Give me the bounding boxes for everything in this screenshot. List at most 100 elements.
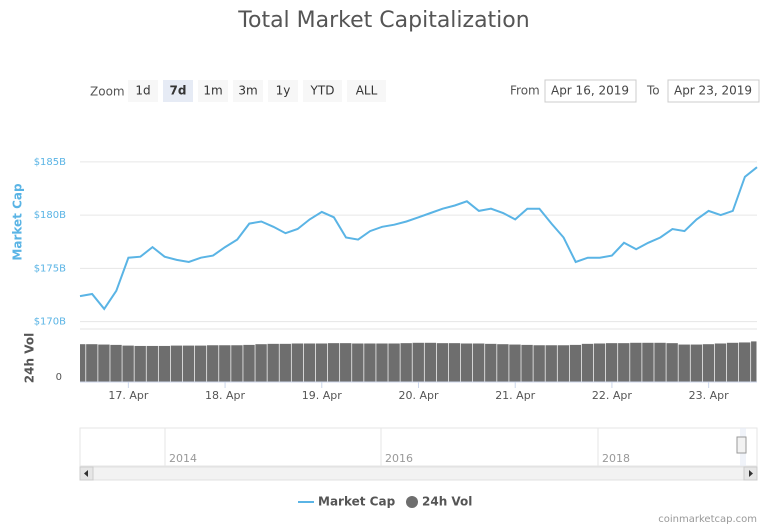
- volume-bar: [581, 343, 594, 382]
- navigator-label: 2018: [602, 452, 630, 465]
- zoom-button[interactable]: [347, 80, 386, 102]
- y-tick-label: $180B: [34, 210, 66, 221]
- volume-bar: [194, 345, 207, 382]
- navigator-label: 2016: [385, 452, 413, 465]
- zoom-button-label: 1y: [276, 84, 291, 98]
- y-tick-label: $170B: [34, 317, 66, 328]
- volume-bar: [485, 343, 497, 382]
- volume-bar: [702, 344, 715, 382]
- volume-bar: [424, 342, 437, 382]
- arrow-right: [749, 470, 753, 477]
- volume-bar: [533, 345, 545, 382]
- from-input[interactable]: [544, 79, 637, 103]
- from-label: From: [510, 84, 540, 98]
- x-tick-label: 18. Apr: [205, 389, 245, 402]
- zoom-button-label: YTD: [310, 84, 335, 98]
- arrow-left: [84, 470, 88, 477]
- legend-label[interactable]: 24h Vol: [422, 495, 472, 509]
- volume-bar: [714, 343, 727, 382]
- volume-bar: [146, 345, 158, 382]
- x-tick-label: 17. Apr: [108, 389, 148, 402]
- volume-bar: [388, 343, 400, 382]
- volume-bar: [521, 344, 533, 382]
- credit: coinmarketcap.com: [658, 514, 757, 525]
- zoom-button-label: ALL: [356, 84, 378, 98]
- x-tick-label: 22. Apr: [592, 389, 632, 402]
- x-tick-label: 23. Apr: [689, 389, 729, 402]
- volume-bar: [303, 343, 316, 382]
- volume-bar: [327, 343, 340, 382]
- volume-bar: [618, 343, 630, 382]
- volume-bar: [497, 344, 509, 382]
- from-date: Apr 16, 2019: [551, 84, 629, 98]
- volume-bar: [569, 344, 582, 382]
- volume-bar: [642, 342, 654, 382]
- zoom-button[interactable]: [198, 80, 228, 102]
- volume-bar: [315, 343, 328, 382]
- volume-bar: [593, 343, 606, 382]
- volume-bar: [557, 345, 570, 382]
- volume-bar: [158, 345, 171, 382]
- volume-bar: [340, 343, 352, 382]
- to-input[interactable]: [667, 79, 760, 103]
- volume-bar: [545, 345, 557, 382]
- zoom-button[interactable]: [268, 80, 298, 102]
- volume-bar: [630, 342, 642, 382]
- x-tick-label: 20. Apr: [398, 389, 438, 402]
- zoom-button-label: 1m: [203, 84, 222, 98]
- y-tick-label: $185B: [34, 157, 66, 168]
- zoom-button[interactable]: [233, 80, 263, 102]
- volume-bar: [267, 343, 279, 382]
- to-label: To: [646, 84, 660, 98]
- volume-bar: [473, 343, 485, 382]
- volume-bar: [182, 345, 195, 382]
- to-date: Apr 23, 2019: [674, 84, 752, 98]
- volume-bar: [110, 344, 122, 382]
- volume-bar: [690, 344, 702, 382]
- zoom-button-label: 1d: [135, 84, 150, 98]
- y2-axis-title: 24h Vol: [23, 333, 37, 383]
- volume-bar: [170, 345, 183, 382]
- navigator-handle[interactable]: [736, 436, 747, 454]
- volume-bar: [738, 342, 751, 382]
- volume-bar: [352, 343, 364, 382]
- volume-bar: [509, 344, 521, 382]
- volume-bar: [279, 343, 291, 382]
- volume-bar: [255, 344, 267, 382]
- y2-tick-label: 0: [56, 372, 62, 383]
- volume-bar: [291, 343, 304, 382]
- zoom-button[interactable]: [303, 80, 342, 102]
- volume-bar: [98, 344, 110, 382]
- volume-bar: [364, 343, 376, 382]
- x-tick-label: 21. Apr: [495, 389, 535, 402]
- navigator[interactable]: [79, 427, 758, 467]
- volume-bar: [666, 343, 678, 382]
- y-axis-title: Market Cap: [11, 183, 25, 261]
- volume-bar: [86, 344, 98, 382]
- zoom-button-label: 3m: [238, 84, 257, 98]
- volume-bar: [219, 345, 231, 382]
- volume-bar: [412, 342, 424, 382]
- zoom-button[interactable]: [163, 80, 193, 102]
- volume-bar: [605, 343, 618, 382]
- chart-title: Total Market Capitalization: [237, 8, 529, 33]
- zoom-label: Zoom: [90, 85, 125, 99]
- volume-bar: [231, 345, 243, 382]
- market-cap-line: [79, 166, 758, 311]
- scrollbar[interactable]: [79, 466, 758, 481]
- volume-bar: [80, 344, 86, 382]
- x-tick-label: 19. Apr: [302, 389, 342, 402]
- legend-label[interactable]: Market Cap: [318, 495, 396, 509]
- volume-bar: [400, 343, 412, 382]
- volume-bar: [678, 344, 690, 382]
- volume-bar: [134, 345, 146, 382]
- volume-bar: [726, 342, 739, 382]
- zoom-button[interactable]: [128, 80, 158, 102]
- volume-bar: [436, 343, 449, 382]
- legend-marker: [406, 496, 418, 508]
- volume-bar: [207, 345, 219, 382]
- zoom-button-label: 7d: [170, 84, 187, 98]
- navigator-label: 2014: [169, 452, 197, 465]
